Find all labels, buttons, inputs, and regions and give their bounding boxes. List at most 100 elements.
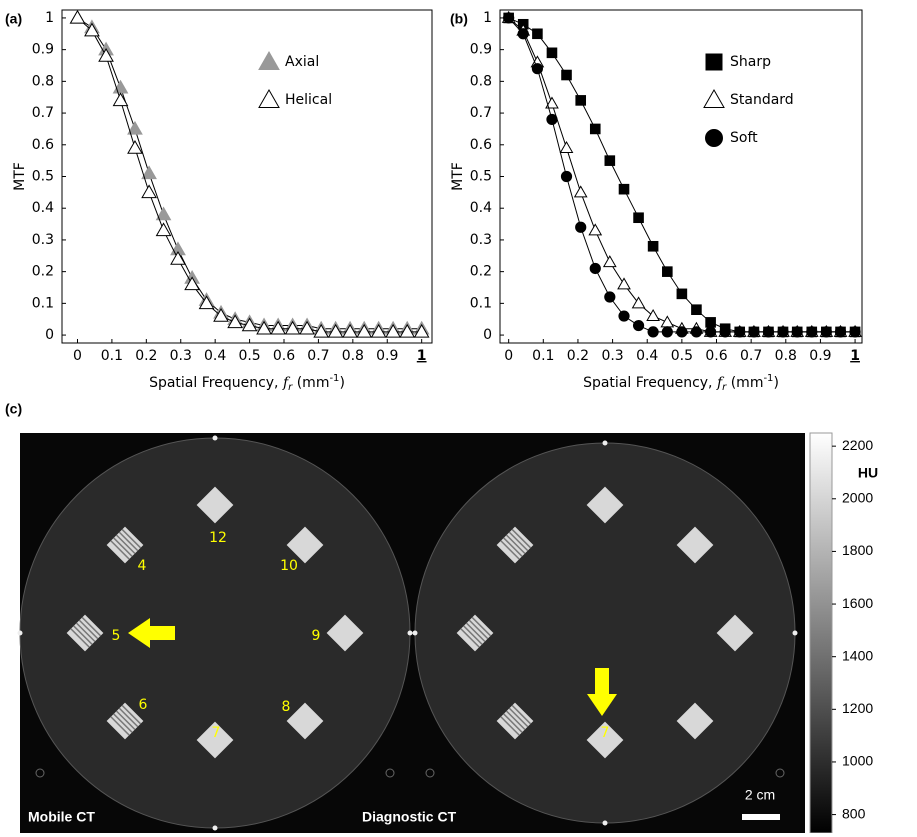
y-tick-label: 0.8 bbox=[32, 73, 54, 89]
marker bbox=[619, 311, 629, 321]
marker bbox=[518, 29, 528, 39]
marker bbox=[70, 11, 84, 23]
marker bbox=[662, 327, 672, 337]
x-tick-label: 0.3 bbox=[170, 348, 192, 364]
x-tick-label: 0.9 bbox=[809, 348, 831, 364]
x-tick-label: 0.4 bbox=[636, 348, 658, 364]
y-tick-label: 0 bbox=[483, 327, 492, 343]
rod-label: 8 bbox=[282, 699, 291, 715]
rod-label: 12 bbox=[209, 530, 227, 546]
marker bbox=[735, 327, 745, 337]
scale-bar bbox=[742, 814, 780, 820]
series-line bbox=[77, 18, 421, 332]
marker bbox=[590, 263, 600, 273]
rod-label: 6 bbox=[139, 697, 148, 713]
x-tick-label: 0.1 bbox=[532, 348, 554, 364]
marker bbox=[677, 327, 687, 337]
legend-marker bbox=[704, 90, 724, 108]
legend-marker bbox=[706, 54, 722, 70]
y-tick-label: 0.5 bbox=[32, 169, 54, 185]
y-tick-label: 0.4 bbox=[32, 200, 54, 216]
marker-dot bbox=[793, 631, 798, 636]
x-axis-label-part: Spatial Frequency, bbox=[583, 375, 717, 391]
legend-label: Soft bbox=[730, 130, 758, 146]
x-axis-label: Spatial Frequency, fr (mm-1) bbox=[149, 373, 345, 393]
marker bbox=[504, 13, 514, 23]
x-tick-label: 0.2 bbox=[567, 348, 589, 364]
figure: (a)00.10.20.30.40.50.60.70.80.9100.10.20… bbox=[0, 0, 917, 833]
x-tick-label: 0.7 bbox=[740, 348, 762, 364]
x-tick-label: 0.6 bbox=[273, 348, 295, 364]
marker-dot bbox=[603, 441, 608, 446]
rod-label: 9 bbox=[312, 628, 321, 644]
marker bbox=[633, 320, 643, 330]
marker bbox=[634, 213, 644, 223]
marker-dot bbox=[408, 631, 413, 636]
panel-label: (a) bbox=[5, 11, 22, 27]
series-line bbox=[509, 18, 855, 332]
y-tick-label: 0.4 bbox=[470, 200, 492, 216]
scale-bar-label: 2 cm bbox=[745, 787, 775, 803]
marker bbox=[618, 278, 630, 289]
marker bbox=[590, 124, 600, 134]
y-tick-label: 0.1 bbox=[470, 295, 492, 311]
x-tick-label: 0.8 bbox=[342, 348, 364, 364]
series-line bbox=[509, 18, 855, 332]
plot-frame bbox=[62, 10, 432, 343]
colorbar-tick-label: 1800 bbox=[842, 542, 873, 558]
marker bbox=[835, 327, 845, 337]
x-tick-label: 0.5 bbox=[238, 348, 260, 364]
marker bbox=[677, 289, 687, 299]
colorbar-tick-label: 1000 bbox=[842, 753, 873, 769]
marker bbox=[821, 327, 831, 337]
colorbar-tick-label: 1600 bbox=[842, 595, 873, 611]
rod-label: 7 bbox=[212, 725, 221, 741]
y-tick-label: 0.7 bbox=[32, 105, 54, 121]
marker-dot bbox=[18, 631, 23, 636]
marker bbox=[576, 96, 586, 106]
marker bbox=[532, 64, 542, 74]
marker bbox=[749, 327, 759, 337]
x-tick-label: 0.6 bbox=[705, 348, 727, 364]
x-tick-label: 0 bbox=[73, 348, 82, 364]
y-tick-label: 0.2 bbox=[32, 264, 54, 280]
marker bbox=[561, 142, 573, 153]
panel-label: (c) bbox=[5, 401, 22, 417]
x-tick-label: 0.4 bbox=[204, 348, 226, 364]
marker bbox=[604, 256, 616, 267]
marker-dot bbox=[413, 631, 418, 636]
legend-marker bbox=[706, 130, 723, 147]
x-tick-label: 0.7 bbox=[307, 348, 329, 364]
colorbar bbox=[810, 433, 832, 833]
marker bbox=[619, 184, 629, 194]
x-tick-label: 1 bbox=[417, 348, 427, 364]
colorbar-title: HU bbox=[858, 465, 878, 481]
marker-dot bbox=[213, 826, 218, 831]
y-tick-label: 0.3 bbox=[470, 232, 492, 248]
rod-label: 10 bbox=[280, 558, 298, 574]
y-tick-label: 1 bbox=[45, 10, 54, 26]
x-axis-label-part: (mm bbox=[726, 375, 763, 391]
legend-marker bbox=[259, 52, 279, 70]
marker bbox=[605, 156, 615, 166]
marker bbox=[648, 327, 658, 337]
x-tick-label: 0.1 bbox=[101, 348, 123, 364]
x-tick-label: 0.2 bbox=[135, 348, 157, 364]
marker bbox=[575, 186, 587, 197]
legend-label: Helical bbox=[285, 92, 332, 108]
x-axis-label-part: Spatial Frequency, bbox=[149, 375, 283, 391]
marker bbox=[692, 305, 702, 315]
colorbar-tick-label: 2200 bbox=[842, 437, 873, 453]
x-tick-label: 0.3 bbox=[601, 348, 623, 364]
x-tick-label: 0 bbox=[504, 348, 513, 364]
marker bbox=[547, 114, 557, 124]
y-tick-label: 0.6 bbox=[32, 137, 54, 153]
marker bbox=[663, 267, 673, 277]
marker bbox=[647, 310, 659, 321]
y-axis-label: MTF bbox=[12, 162, 28, 191]
marker bbox=[807, 327, 817, 337]
marker bbox=[605, 292, 615, 302]
x-tick-label: 1 bbox=[850, 348, 860, 364]
colorbar-tick-label: 800 bbox=[842, 805, 866, 821]
marker bbox=[792, 327, 802, 337]
